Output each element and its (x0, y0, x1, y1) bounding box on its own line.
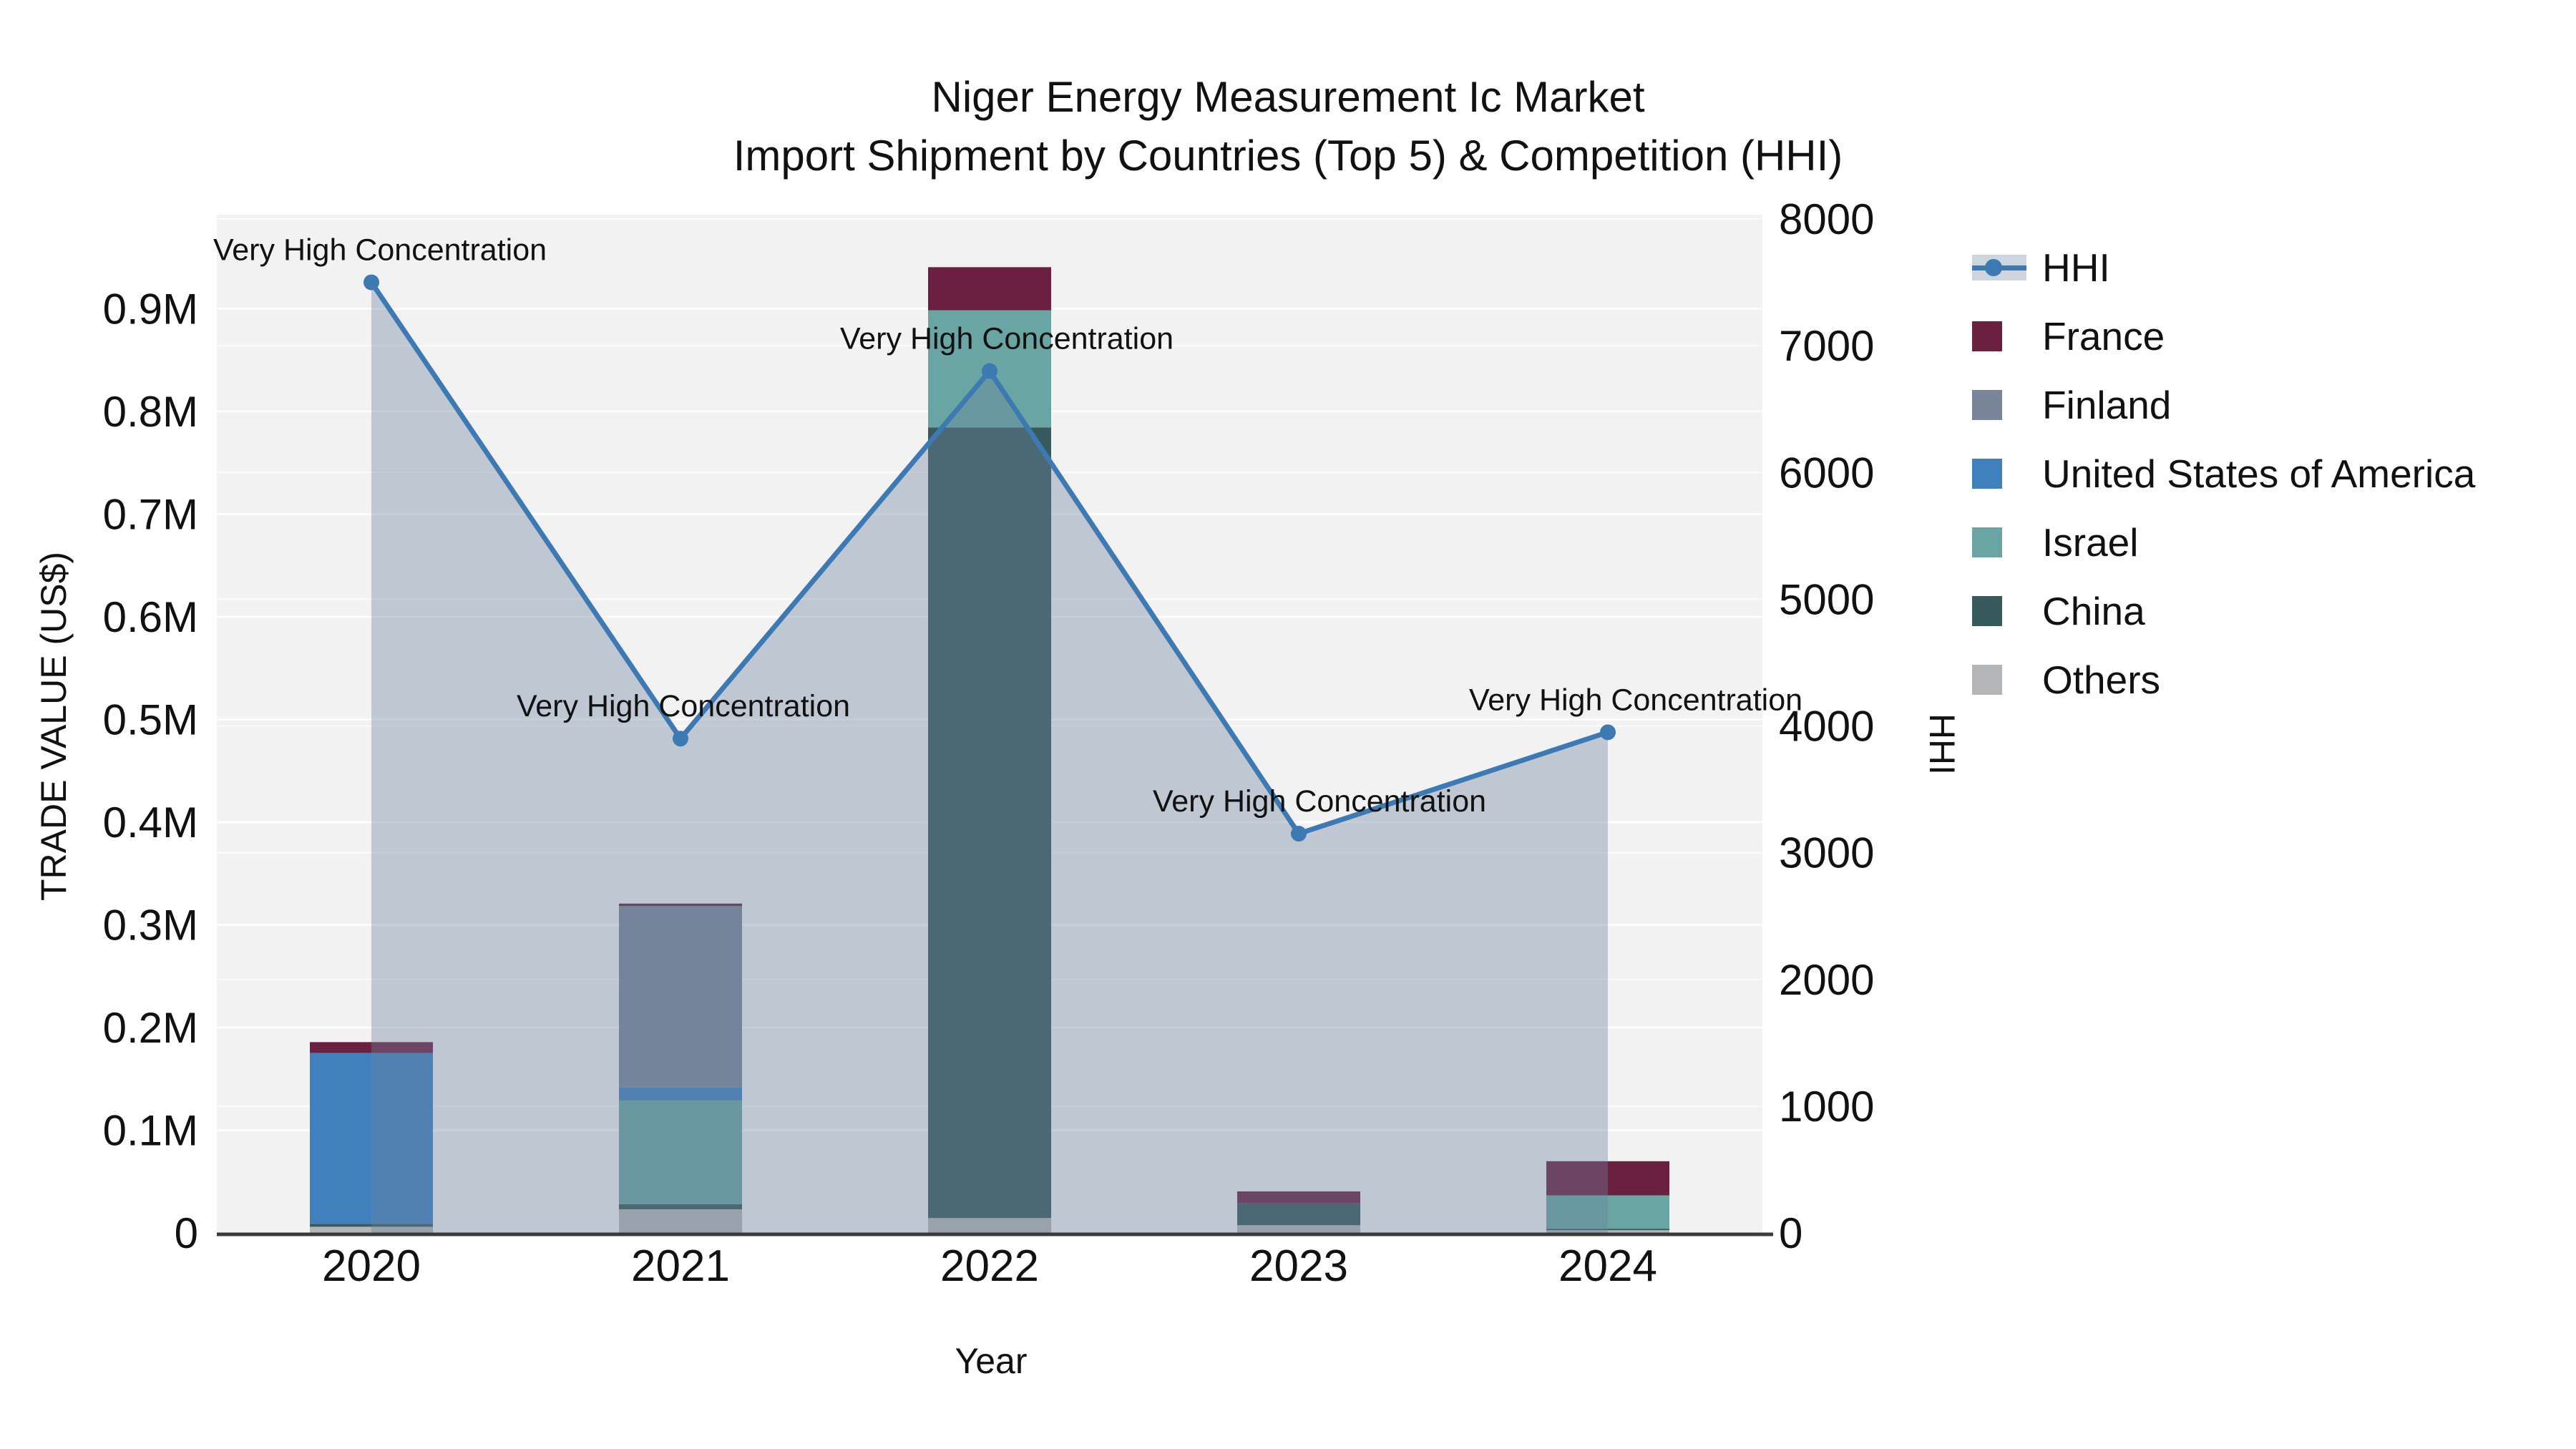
y-right-tick-1000: 1000 (1779, 1083, 1874, 1131)
annotation-2023: Very High Concentration (1153, 784, 1486, 819)
annotation-2022: Very High Concentration (840, 322, 1174, 356)
legend-swatch-container (1972, 321, 2026, 351)
bar-segment-others-2023[interactable] (1237, 1225, 1360, 1233)
legend-swatch-icon (1972, 596, 2002, 626)
legend-item-china[interactable]: China (1972, 577, 2475, 645)
hhi-area-sample (1972, 255, 2026, 280)
legend-label: Others (2042, 658, 2161, 702)
chart-title: Niger Energy Measurement Ic Market Import… (0, 68, 2576, 185)
chart-title-line1: Niger Energy Measurement Ic Market (931, 73, 1645, 121)
legend-swatch-icon (1972, 527, 2002, 557)
legend-swatch-icon (1972, 665, 2002, 695)
bar-segment-united-states-of-america-2021[interactable] (619, 1087, 742, 1101)
legend-item-israel[interactable]: Israel (1972, 508, 2475, 577)
legend-label: France (2042, 314, 2165, 358)
bar-segment-france-2022[interactable] (928, 267, 1051, 311)
x-tick-2020[interactable]: 2020 (322, 1241, 421, 1291)
bar-segment-france-2020[interactable] (310, 1042, 433, 1053)
x-tick-2024[interactable]: 2024 (1558, 1241, 1657, 1291)
y-left-tick-0.6M: 0.6M (103, 593, 198, 641)
legend-label: China (2042, 589, 2145, 633)
hhi-marker-2020[interactable] (364, 274, 379, 291)
annotation-2020: Very High Concentration (213, 233, 547, 268)
bar-segment-others-2020[interactable] (310, 1226, 433, 1233)
hhi-marker-icon (1985, 259, 2002, 276)
hhi-marker-2023[interactable] (1291, 826, 1307, 842)
hhi-marker-2021[interactable] (673, 731, 688, 747)
annotation-2024: Very High Concentration (1469, 683, 1802, 717)
legend-swatch-container (1972, 459, 2026, 489)
legend-swatch-container (1972, 665, 2026, 695)
y-right-tick-5000: 5000 (1779, 575, 1874, 623)
legend-item-others[interactable]: Others (1972, 645, 2475, 714)
y-left-tick-0.8M: 0.8M (103, 388, 198, 436)
y-left-tick-0.7M: 0.7M (103, 491, 198, 539)
y-right-tick-8000: 8000 (1779, 195, 1874, 243)
legend: HHI France Finland United States of America… (1972, 233, 2475, 714)
legend-swatch-icon (1972, 459, 2002, 489)
bar-segment-united-states-of-america-2020[interactable] (310, 1053, 433, 1224)
y-right-tick-0: 0 (1779, 1209, 1802, 1257)
y-left-tick-0.3M: 0.3M (103, 902, 198, 950)
bar-segment-france-2023[interactable] (1237, 1191, 1360, 1204)
bar-segment-israel-2021[interactable] (619, 1100, 742, 1204)
y-axis-title-left: TRADE VALUE (US$) (34, 551, 74, 902)
bar-segment-others-2024[interactable] (1546, 1230, 1669, 1233)
bar-segment-israel-2024[interactable] (1546, 1195, 1669, 1229)
bar-segment-finland-2021[interactable] (619, 906, 742, 1088)
bar-segment-france-2024[interactable] (1546, 1161, 1669, 1196)
legend-swatch-container (1972, 596, 2026, 626)
legend-item-hhi[interactable]: HHI (1972, 233, 2475, 302)
bar-segment-china-2023[interactable] (1237, 1203, 1360, 1226)
bar-segment-others-2022[interactable] (928, 1218, 1051, 1233)
y-left-tick-0: 0 (175, 1209, 198, 1257)
legend-item-united-states-of-america[interactable]: United States of America (1972, 439, 2475, 508)
bar-segment-others-2021[interactable] (619, 1209, 742, 1233)
hhi-marker-2022[interactable] (982, 363, 997, 379)
bar-segment-france-2021[interactable] (619, 903, 742, 907)
legend-label: Israel (2042, 520, 2139, 565)
chart-title-line2: Import Shipment by Countries (Top 5) & C… (733, 132, 1843, 180)
hhi-line-sample-icon (1972, 255, 2026, 280)
annotation-2021: Very High Concentration (517, 689, 850, 723)
legend-label: United States of America (2042, 452, 2476, 496)
x-axis-title: Year (955, 1341, 1028, 1381)
y-left-tick-0.5M: 0.5M (103, 696, 198, 744)
legend-label: Finland (2042, 383, 2172, 427)
y-right-tick-2000: 2000 (1779, 956, 1874, 1004)
hhi-area-fill (371, 282, 1608, 1233)
y-left-tick-0.4M: 0.4M (103, 799, 198, 847)
legend-swatch-container (1972, 390, 2026, 420)
hhi-marker-2024[interactable] (1600, 724, 1616, 741)
legend-swatch-icon (1972, 390, 2002, 420)
y-left-tick-0.9M: 0.9M (103, 286, 198, 333)
legend-swatch-container (1972, 527, 2026, 557)
legend-label: HHI (2042, 245, 2110, 290)
y-right-tick-4000: 4000 (1779, 703, 1874, 751)
y-right-tick-6000: 6000 (1779, 449, 1874, 497)
x-tick-2022[interactable]: 2022 (940, 1241, 1039, 1291)
x-tick-2021[interactable]: 2021 (631, 1241, 730, 1291)
legend-item-france[interactable]: France (1972, 302, 2475, 371)
bar-segment-china-2021[interactable] (619, 1204, 742, 1209)
y-right-tick-3000: 3000 (1779, 829, 1874, 877)
bar-segment-china-2024[interactable] (1546, 1229, 1669, 1231)
y-axis-title-right: HHI (1922, 713, 1962, 776)
x-tick-2023[interactable]: 2023 (1249, 1241, 1348, 1291)
y-left-tick-0.2M: 0.2M (103, 1004, 198, 1052)
legend-item-finland[interactable]: Finland (1972, 371, 2475, 439)
legend-swatch-icon (1972, 321, 2002, 351)
y-left-tick-0.1M: 0.1M (103, 1107, 198, 1155)
y-right-tick-7000: 7000 (1779, 322, 1874, 370)
bar-segment-china-2022[interactable] (928, 427, 1051, 1219)
bar-segment-china-2020[interactable] (310, 1224, 433, 1227)
